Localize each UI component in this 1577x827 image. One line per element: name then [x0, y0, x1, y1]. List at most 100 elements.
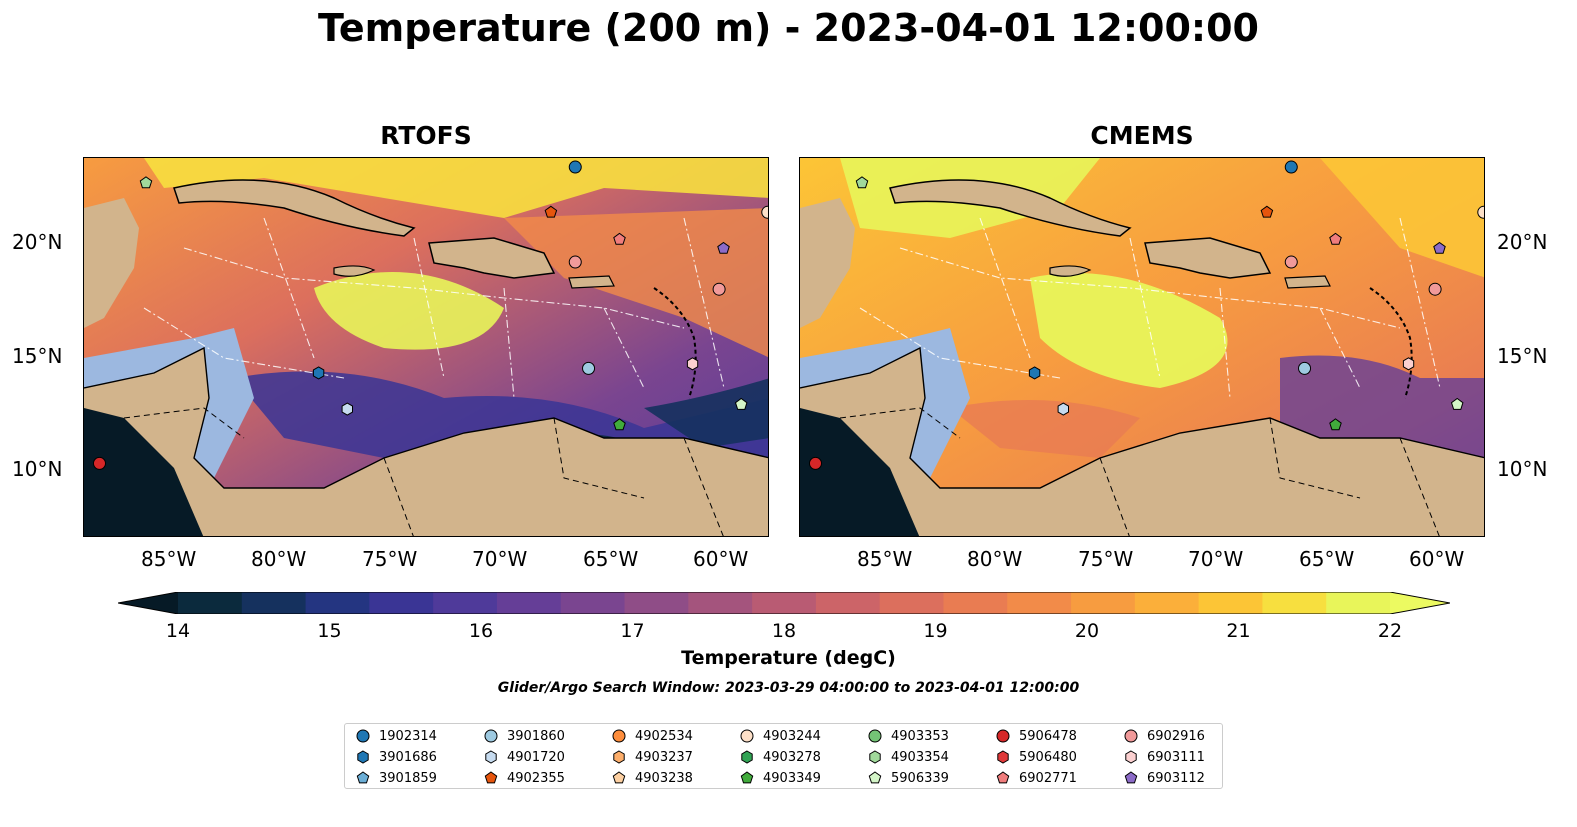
legend-item: 3901859 [355, 768, 437, 788]
float-legend: 1902314 3901686 3901859 3901860 4901720 49023… [344, 723, 1223, 789]
legend-marker-icon [356, 771, 370, 784]
lon-label-70w-right: 70°W [1188, 547, 1244, 571]
legend-item: 6902916 [1123, 726, 1205, 746]
colorbar-segment [1198, 592, 1263, 614]
colorbar-segment [433, 592, 498, 614]
legend-label: 4903353 [891, 728, 949, 744]
float-marker [1402, 357, 1415, 371]
colorbar-tick-label: 16 [468, 620, 494, 642]
colorbar-segment [943, 592, 1008, 614]
legend-marker-icon [1124, 771, 1138, 784]
legend-item: 4903238 [611, 768, 693, 788]
lat-label-20n-left: 20°N [12, 230, 63, 254]
legend-marker-icon [740, 729, 754, 743]
float-marker [341, 402, 353, 416]
lon-label-75w-right: 75°W [1078, 547, 1134, 571]
colorbar-under-arrow [118, 592, 178, 614]
lon-label-70w-left: 70°W [472, 547, 528, 571]
legend-label: 5906339 [891, 770, 949, 786]
lat-label-20n-right: 20°N [1497, 230, 1548, 254]
float-marker [1028, 366, 1041, 380]
float-marker [568, 160, 582, 174]
lat-label-15n-left: 15°N [12, 344, 63, 368]
colorbar-tick-label: 15 [317, 620, 342, 642]
colorbar-segment [688, 592, 753, 614]
legend-marker-icon [996, 771, 1010, 784]
float-marker [312, 366, 325, 380]
colorbar-segment [560, 592, 626, 614]
float-marker [613, 418, 626, 431]
float-marker [1433, 241, 1446, 254]
colorbar-tick-label: 14 [165, 620, 191, 642]
legend-label: 4903238 [635, 770, 693, 786]
colorbar-segment [624, 592, 689, 614]
colorbar-segment [1326, 592, 1391, 614]
legend-label: 5906478 [1019, 728, 1077, 744]
colorbar-tick-label: 19 [923, 620, 948, 642]
legend-label: 3901686 [379, 749, 437, 765]
lon-label-85w-left: 85°W [141, 547, 197, 571]
search-window-caption: Glider/Argo Search Window: 2023-03-29 04… [497, 680, 1080, 696]
map-panel-cmems [799, 157, 1485, 537]
legend-marker-icon [356, 729, 370, 743]
lon-label-65w-left: 65°W [583, 547, 639, 571]
legend-item: 5906480 [995, 747, 1077, 767]
float-marker [761, 205, 768, 219]
colorbar-tick-label: 22 [1377, 620, 1403, 642]
legend-item: 4901720 [483, 747, 565, 767]
colorbar-segment [241, 592, 307, 614]
lon-label-80w-right: 80°W [967, 547, 1023, 571]
legend-marker-icon [613, 750, 625, 764]
lon-label-60w-right: 60°W [1409, 547, 1465, 571]
legend-item: 4903353 [867, 726, 949, 746]
float-marker [855, 176, 869, 189]
float-marker [582, 361, 596, 375]
colorbar [117, 591, 1451, 615]
float-marker [1450, 397, 1464, 410]
legend-label: 6902916 [1147, 728, 1205, 744]
legend-item: 3901860 [483, 726, 565, 746]
colorbar-ramp [117, 591, 1451, 615]
colorbar-label: Temperature (degC) [681, 647, 896, 669]
legend-item: 4903244 [739, 726, 821, 746]
float-marker [1284, 255, 1298, 269]
temperature-map-rtofs [84, 158, 768, 536]
float-marker [1260, 205, 1274, 218]
lon-label-65w-right: 65°W [1299, 547, 1355, 571]
float-marker [717, 241, 730, 254]
colorbar-tick-label: 18 [771, 620, 797, 642]
colorbar-segment [879, 592, 944, 614]
float-marker [686, 357, 699, 371]
colorbar-segment [1071, 592, 1136, 614]
temperature-map-cmems [800, 158, 1484, 536]
float-marker [734, 397, 748, 410]
legend-item: 6903112 [1123, 768, 1205, 788]
colorbar-segment [496, 592, 562, 614]
legend-item: 3901686 [355, 747, 437, 767]
legend-item: 4903237 [611, 747, 693, 767]
float-marker [1329, 418, 1342, 431]
lon-label-60w-left: 60°W [693, 547, 749, 571]
legend-label: 6903112 [1147, 770, 1205, 786]
panel-title-cmems: CMEMS [1090, 121, 1194, 150]
float-marker [568, 255, 582, 269]
legend-marker-icon [740, 771, 754, 784]
legend-label: 6902771 [1019, 770, 1077, 786]
legend-marker-icon [997, 750, 1009, 764]
colorbar-segment [305, 592, 370, 614]
float-marker [712, 282, 726, 296]
colorbar-segment [815, 592, 881, 614]
legend-item: 4903349 [739, 768, 821, 788]
legend-marker-icon [1125, 750, 1137, 764]
lat-label-15n-right: 15°N [1497, 344, 1548, 368]
lat-label-10n-right: 10°N [1497, 457, 1548, 481]
legend-marker-icon [612, 771, 626, 784]
legend-item: 6902771 [995, 768, 1077, 788]
legend-label: 4903278 [763, 749, 821, 765]
legend-label: 4901720 [507, 749, 565, 765]
legend-marker-icon [485, 750, 497, 764]
float-marker [92, 456, 106, 470]
legend-item: 4903354 [867, 747, 949, 767]
float-marker [1428, 282, 1442, 296]
float-marker [1298, 361, 1312, 375]
